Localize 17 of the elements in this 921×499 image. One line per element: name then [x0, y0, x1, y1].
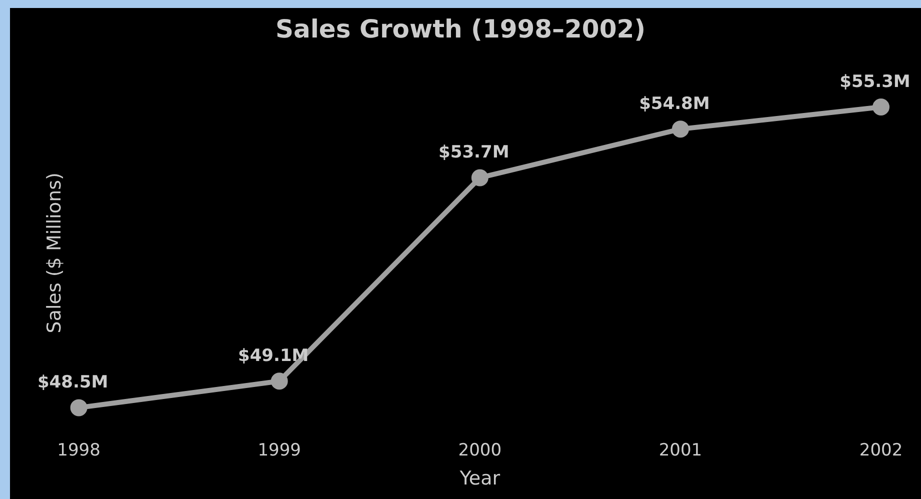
data-label: $53.7M — [438, 142, 510, 163]
point — [471, 169, 488, 186]
x-tick-label: 2001 — [658, 440, 702, 460]
x-tick-label: 1999 — [258, 440, 301, 460]
y-axis-title: Sales ($ Millions) — [43, 172, 66, 334]
data-label: $55.3M — [840, 72, 910, 92]
chart-title: Sales Growth (1998–2002) — [275, 14, 646, 44]
x-tick-label: 2002 — [859, 440, 903, 460]
point — [872, 98, 890, 116]
x-tick-label: 1998 — [57, 440, 100, 460]
x-axis-title: Year — [458, 468, 500, 490]
point — [270, 372, 288, 390]
data-label: $48.5M — [37, 372, 108, 393]
x-tick-label: 2000 — [458, 440, 502, 460]
data-label: $54.8M — [639, 94, 710, 114]
point — [672, 120, 689, 138]
point — [70, 399, 88, 416]
